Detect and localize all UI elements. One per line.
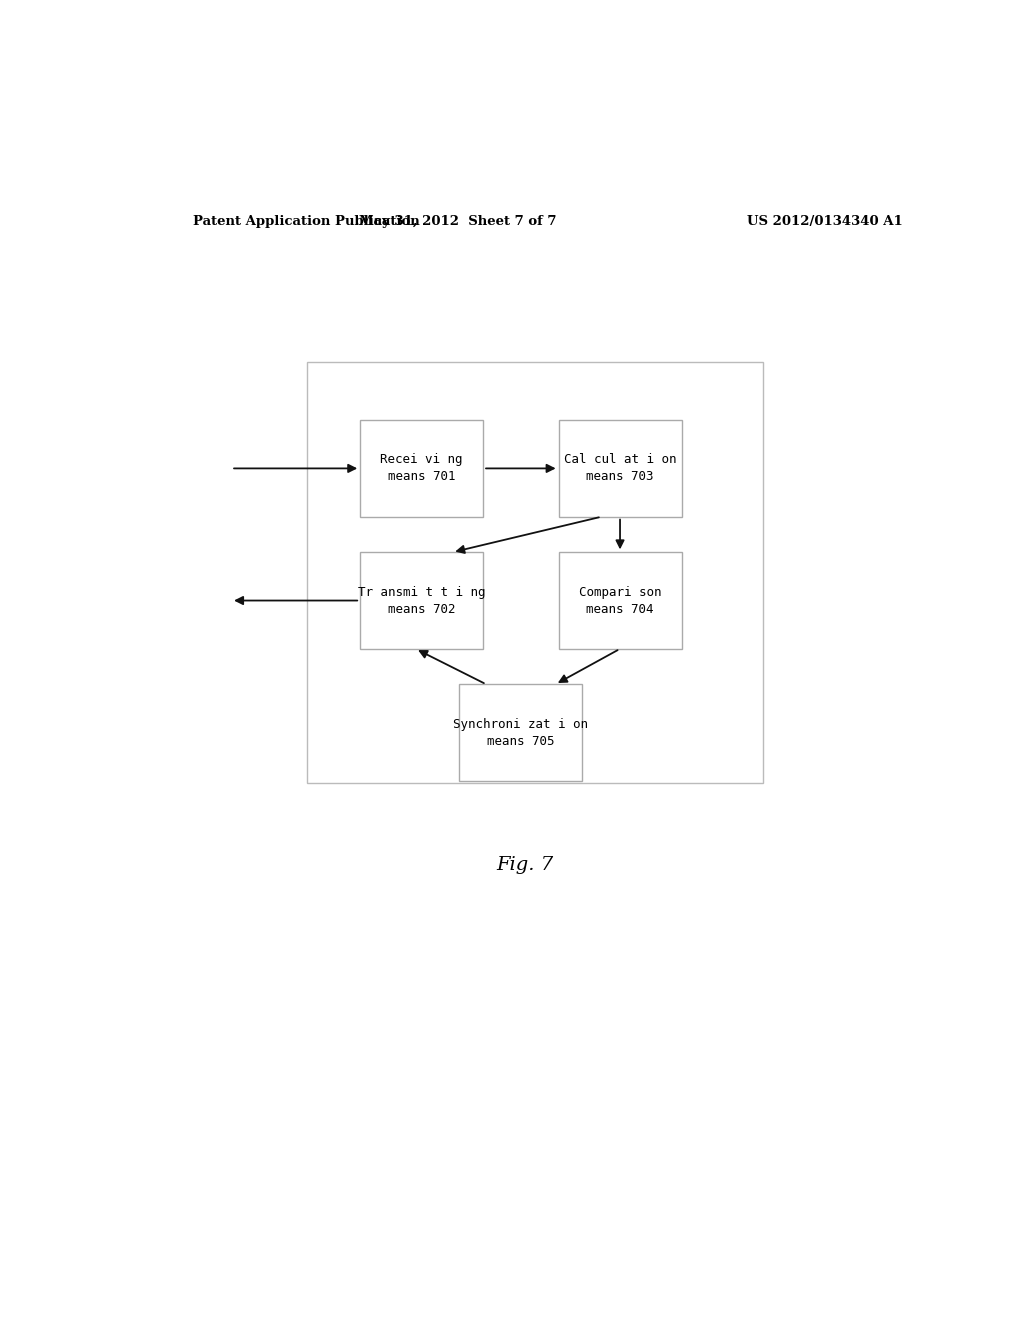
Text: Cal cul at i on
means 703: Cal cul at i on means 703 — [564, 453, 676, 483]
Bar — [360, 552, 483, 649]
Bar — [306, 362, 763, 784]
Text: Recei vi ng
means 701: Recei vi ng means 701 — [380, 453, 463, 483]
Text: Tr ansmi t t i ng
means 702: Tr ansmi t t i ng means 702 — [357, 586, 485, 615]
Bar — [558, 552, 682, 649]
Text: May 31, 2012  Sheet 7 of 7: May 31, 2012 Sheet 7 of 7 — [358, 215, 556, 228]
Text: Fig. 7: Fig. 7 — [497, 855, 553, 874]
Bar — [460, 684, 583, 781]
Bar — [558, 420, 682, 516]
Text: Compari son
means 704: Compari son means 704 — [579, 586, 662, 615]
Text: US 2012/0134340 A1: US 2012/0134340 A1 — [748, 215, 903, 228]
Text: Patent Application Publication: Patent Application Publication — [194, 215, 420, 228]
Bar — [360, 420, 483, 516]
Text: Synchroni zat i on
means 705: Synchroni zat i on means 705 — [454, 718, 589, 747]
